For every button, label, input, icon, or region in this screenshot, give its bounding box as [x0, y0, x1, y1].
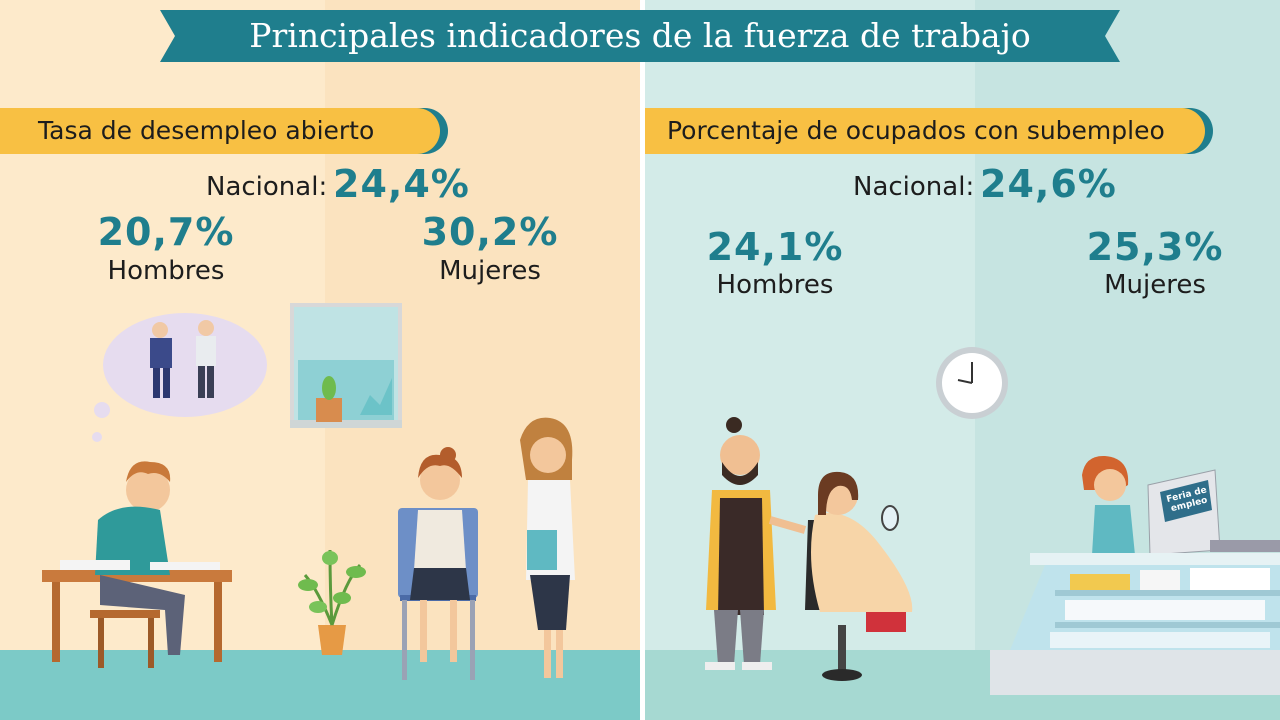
left-women-label: Mujeres — [439, 256, 541, 286]
right-women-value: 25,3% — [1086, 225, 1224, 269]
floor-left — [0, 650, 640, 720]
title-ribbon-shape — [160, 10, 1120, 62]
stressed-man-illustration — [42, 461, 232, 668]
right-women-label: Mujeres — [1104, 270, 1206, 300]
barber-illustration — [705, 417, 807, 670]
right-men-label: Hombres — [716, 270, 834, 300]
left-national-label: Nacional: — [206, 172, 328, 202]
window-illustration — [290, 303, 402, 428]
underemployment-heading: Porcentaje de ocupados con subempleo — [645, 108, 1205, 154]
left-men-value: 20,7% — [97, 210, 235, 254]
title-banner: Principales indicadores de la fuerza de … — [160, 10, 1120, 62]
salon-client-illustration — [805, 471, 913, 681]
left-national-value: 24,4% — [333, 162, 470, 206]
shopkeeper-illustration — [1082, 455, 1221, 556]
page-title: Principales indicadores de la fuerza de … — [249, 16, 1031, 55]
unemployment-heading: Tasa de desempleo abierto — [0, 108, 440, 154]
left-men-label: Hombres — [107, 256, 225, 286]
right-national-label: Nacional: — [853, 172, 975, 202]
right-men-value: 24,1% — [706, 225, 844, 269]
plant-illustration — [298, 549, 366, 655]
right-national-value: 24,6% — [980, 162, 1117, 206]
thought-bubble — [92, 313, 267, 442]
clock-illustration — [936, 347, 1008, 419]
shop-counter-illustration — [990, 540, 1280, 695]
standing-woman-illustration — [520, 417, 575, 678]
seated-woman-illustration — [398, 447, 478, 680]
left-women-value: 30,2% — [421, 210, 559, 254]
panel-divider — [640, 0, 645, 720]
